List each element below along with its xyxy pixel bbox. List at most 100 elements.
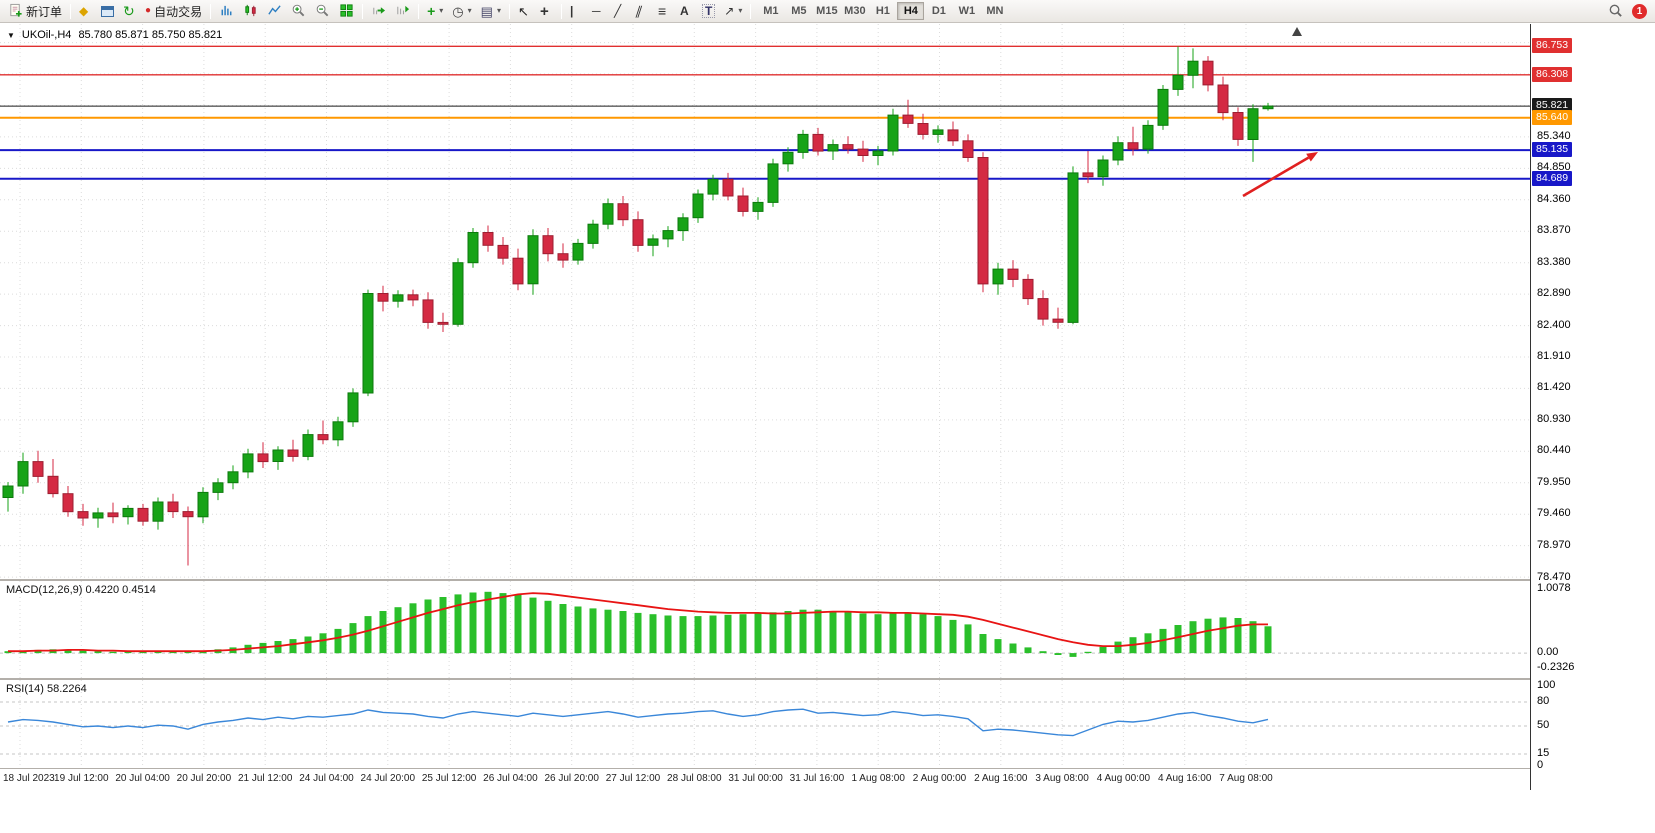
- axis-label: 79.460: [1537, 507, 1571, 520]
- tile-windows-button[interactable]: [335, 1, 358, 21]
- axis-label: 83.380: [1537, 255, 1571, 268]
- zoom-in-button[interactable]: [287, 1, 310, 21]
- clock-icon: ◷: [452, 3, 464, 19]
- timeframe-button-h1[interactable]: H1: [869, 2, 896, 20]
- metaeditor-button[interactable]: ◆: [75, 1, 96, 21]
- timeframe-button-mn[interactable]: MN: [981, 2, 1008, 20]
- horizontal-line-tool-button[interactable]: ─: [588, 1, 609, 21]
- macd-indicator-pane[interactable]: MACD(12,26,9) 0.4220 0.4514: [0, 581, 1530, 678]
- arrows-tool-button[interactable]: ↗ ▾: [720, 1, 746, 21]
- auto-scroll-button[interactable]: [367, 1, 390, 21]
- timeframe-button-m1[interactable]: M1: [757, 2, 784, 20]
- zoom-in-icon: [291, 3, 306, 20]
- rsi-chart[interactable]: [0, 680, 1530, 768]
- line-chart-button[interactable]: [263, 1, 286, 21]
- time-axis-label: 4 Aug 00:00: [1096, 773, 1151, 784]
- candlestick-chart-button[interactable]: [239, 1, 262, 21]
- channel-tool-button[interactable]: ∥: [632, 1, 653, 21]
- crosshair-button[interactable]: +: [536, 1, 557, 21]
- time-axis-label: 26 Jul 04:00: [483, 773, 538, 784]
- bar-chart-button[interactable]: [215, 1, 238, 21]
- toolbar-separator: [750, 3, 752, 19]
- rsi-label: RSI(14) 58.2264: [6, 683, 87, 695]
- time-axis-label: 27 Jul 12:00: [605, 773, 661, 784]
- new-chart-icon: +: [427, 3, 436, 19]
- text-tool-icon: A: [679, 4, 689, 18]
- one-click-trading-arrow-icon[interactable]: ▼: [7, 30, 15, 40]
- time-axis-label: 20 Jul 04:00: [115, 773, 170, 784]
- terminal-button[interactable]: [97, 1, 118, 21]
- axis-label: 80: [1537, 695, 1550, 707]
- search-button[interactable]: [1604, 1, 1627, 21]
- timeframe-button-m30[interactable]: M30: [841, 2, 868, 20]
- time-axis-label: 19 Jul 12:00: [54, 773, 109, 784]
- arrows-tool-icon: ↗: [724, 4, 735, 18]
- timeframe-button-m15[interactable]: M15: [813, 2, 840, 20]
- search-icon: [1608, 3, 1623, 20]
- time-axis-label: 20 Jul 20:00: [176, 773, 232, 784]
- fibonacci-tool-button[interactable]: ≡: [654, 1, 675, 21]
- chevron-down-icon: ▾: [467, 6, 472, 15]
- chart-shift-button[interactable]: [391, 1, 414, 21]
- pane-splitter[interactable]: [0, 579, 1655, 581]
- candlestick-chart[interactable]: [0, 24, 1530, 579]
- timeframe-button-d1[interactable]: D1: [925, 2, 952, 20]
- autotrading-status-icon: ●: [145, 5, 152, 16]
- label-tool-icon: T: [701, 4, 716, 18]
- trendline-tool-button[interactable]: ╱: [610, 1, 631, 21]
- chart-shift-icon: [395, 3, 410, 20]
- new-order-icon: [8, 3, 23, 20]
- time-axis-label: 26 Jul 20:00: [544, 773, 599, 784]
- main-chart-pane[interactable]: ▼ UKOil-,H4 85.780 85.871 85.750 85.821: [0, 24, 1530, 579]
- axis-label: 50: [1537, 719, 1550, 731]
- axis-label: 84.850: [1537, 161, 1571, 174]
- template-icon: ▤: [480, 3, 493, 19]
- time-axis-label: 7 Aug 08:00: [1219, 773, 1273, 784]
- axis-label: 82.890: [1537, 287, 1571, 300]
- rsi-indicator-pane[interactable]: RSI(14) 58.2264: [0, 680, 1530, 768]
- ohlc-values: 85.780 85.871 85.750 85.821: [78, 29, 223, 41]
- zoom-out-button[interactable]: [311, 1, 334, 21]
- pane-splitter[interactable]: [0, 678, 1655, 680]
- zoom-out-icon: [315, 3, 330, 20]
- templates-button[interactable]: ▤ ▾: [477, 1, 505, 21]
- chevron-down-icon: ▾: [496, 6, 501, 15]
- text-tool-button[interactable]: A: [676, 1, 697, 21]
- chart-ohlc-header: ▼ UKOil-,H4 85.780 85.871 85.750 85.821: [7, 29, 222, 41]
- periods-button[interactable]: ◷ ▾: [448, 1, 475, 21]
- tile-windows-icon: [339, 3, 354, 20]
- timeframe-button-h4[interactable]: H4: [897, 2, 925, 20]
- label-tool-button[interactable]: T: [698, 1, 719, 21]
- axis-label: 82.400: [1537, 318, 1571, 331]
- timeframe-toolbar: M1 M5 M15 M30 H1 H4 D1 W1 MN: [757, 2, 1008, 20]
- timeframe-button-m5[interactable]: M5: [785, 2, 812, 20]
- time-axis[interactable]: 18 Jul 2023 19 Jul 12:00 20 Jul 04:00 20 Ju…: [0, 769, 1530, 791]
- terminal-window-icon: [101, 5, 115, 17]
- vertical-line-tool-button[interactable]: |: [566, 1, 587, 21]
- macd-chart[interactable]: [0, 581, 1530, 678]
- timeframe-button-w1[interactable]: W1: [953, 2, 980, 20]
- notification-badge[interactable]: 1: [1632, 3, 1647, 19]
- metaeditor-icon: ◆: [79, 4, 89, 18]
- new-chart-button[interactable]: + ▾: [423, 1, 447, 21]
- axis-label: 0.00: [1537, 646, 1559, 659]
- axis-label: -0.2326: [1537, 661, 1575, 673]
- time-axis-label: 21 Jul 12:00: [237, 773, 293, 784]
- time-axis-label: 28 Jul 08:00: [667, 773, 722, 784]
- refresh-button[interactable]: ↻: [119, 1, 140, 21]
- axis-label: 80.440: [1537, 444, 1571, 457]
- price-level-badge: 85.135: [1532, 142, 1573, 158]
- toolbar-separator: [418, 3, 420, 19]
- cursor-button[interactable]: ↖: [514, 1, 535, 21]
- toolbar-separator: [508, 3, 510, 19]
- autotrading-label: 自动交易: [154, 4, 203, 19]
- autotrading-button[interactable]: ● 自动交易: [141, 1, 206, 21]
- channel-icon: ∥: [633, 4, 645, 18]
- price-axis[interactable]: 85.340 84.850 84.360 83.870 83.380 82.890 82.4…: [1530, 24, 1655, 790]
- axis-label: 79.950: [1537, 475, 1571, 488]
- time-axis-label: 4 Aug 16:00: [1157, 773, 1212, 784]
- chevron-down-icon: ▾: [439, 6, 444, 15]
- new-order-button[interactable]: 新订单: [4, 1, 66, 21]
- axis-label: 81.910: [1537, 350, 1571, 362]
